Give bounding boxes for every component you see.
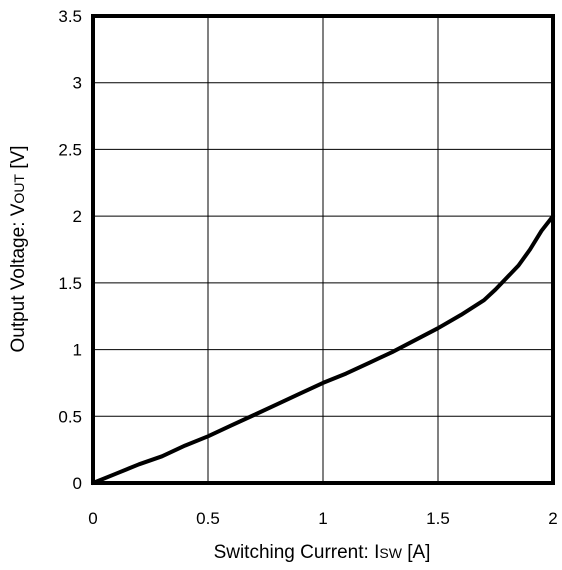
y-axis-title-prefix: Output Voltage: V [8, 203, 29, 352]
x-axis-title-subscript: SW [379, 545, 402, 561]
y-tick-label: 1 [73, 341, 82, 360]
x-axis-title: Switching Current: ISW [A] [214, 542, 431, 563]
y-tick-labels: 0 0.5 1 1.5 2 2.5 3 3.5 [58, 7, 82, 493]
x-tick-label: 1 [318, 509, 327, 528]
series-group [91, 214, 555, 485]
x-axis-title-prefix: Switching Current: I [214, 542, 380, 563]
y-tick-label: 0.5 [58, 407, 82, 426]
y-tick-label: 2.5 [58, 140, 82, 159]
x-tick-label: 2 [548, 509, 557, 528]
y-tick-label: 1.5 [58, 274, 82, 293]
y-axis-title: Output Voltage: VOUT [V] [8, 145, 29, 352]
plot-frame [91, 14, 555, 485]
y-tick-label: 3.5 [58, 7, 82, 26]
x-tick-label: 0.5 [196, 509, 220, 528]
y-tick-label: 0 [73, 474, 82, 493]
x-tick-labels: 0 0.5 1 1.5 2 [88, 509, 557, 528]
series-line [91, 214, 555, 485]
y-axis-title-subscript: OUT [11, 174, 27, 204]
x-axis-title-suffix: [A] [402, 542, 431, 563]
y-axis-title-suffix: [V] [8, 145, 29, 174]
y-tick-label: 3 [73, 74, 82, 93]
grid-lines [93, 16, 553, 483]
y-tick-label: 2 [73, 207, 82, 226]
x-tick-label: 0 [88, 509, 97, 528]
x-tick-label: 1.5 [426, 509, 450, 528]
